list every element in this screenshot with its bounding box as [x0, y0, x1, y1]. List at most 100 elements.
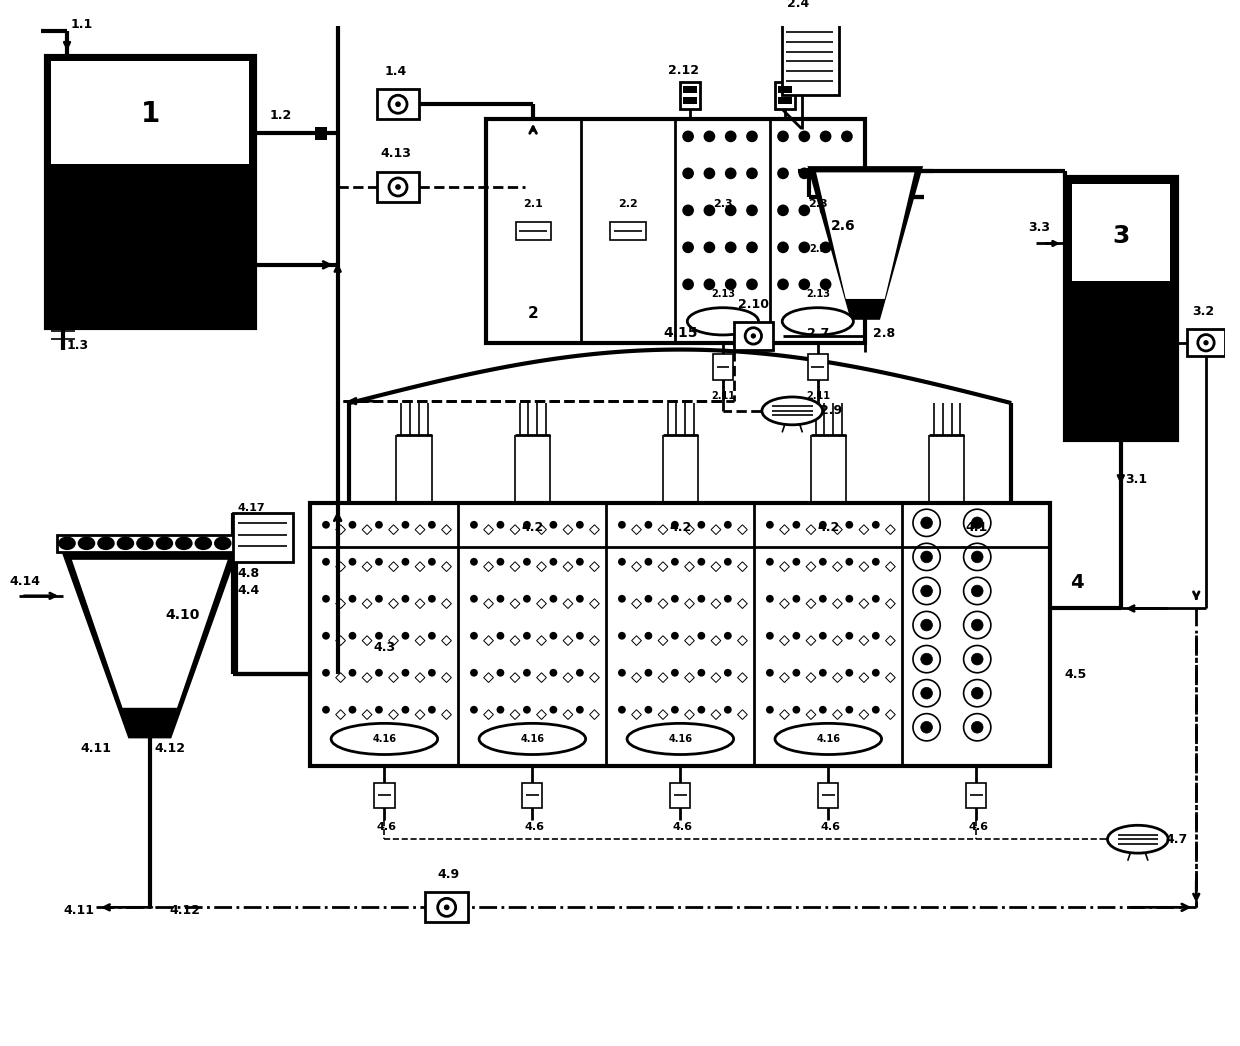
Ellipse shape — [78, 537, 95, 550]
Circle shape — [374, 668, 383, 677]
Bar — [310, 503, 1050, 767]
Circle shape — [846, 521, 853, 528]
Bar — [1071, 184, 1171, 281]
Circle shape — [575, 521, 584, 528]
Circle shape — [746, 167, 758, 179]
Bar — [713, 355, 733, 380]
Circle shape — [724, 706, 732, 713]
Circle shape — [724, 595, 732, 602]
Circle shape — [496, 668, 505, 677]
Circle shape — [799, 242, 810, 253]
Circle shape — [671, 595, 678, 602]
Circle shape — [470, 595, 477, 602]
Circle shape — [820, 278, 832, 290]
Text: 2.5: 2.5 — [810, 244, 826, 254]
Circle shape — [470, 706, 477, 713]
Bar — [57, 535, 242, 552]
Circle shape — [671, 632, 678, 640]
Circle shape — [841, 167, 853, 179]
Circle shape — [618, 706, 626, 713]
Circle shape — [374, 632, 383, 640]
Polygon shape — [816, 173, 914, 299]
Circle shape — [971, 654, 983, 665]
Bar — [779, 86, 792, 92]
Circle shape — [322, 668, 330, 677]
Text: 4.5: 4.5 — [1065, 667, 1087, 681]
Bar — [46, 55, 255, 328]
Circle shape — [374, 706, 383, 713]
Circle shape — [523, 521, 531, 528]
Text: 1: 1 — [140, 100, 160, 128]
Text: 4.3: 4.3 — [373, 641, 396, 655]
Circle shape — [523, 668, 531, 677]
Circle shape — [724, 632, 732, 640]
Circle shape — [820, 167, 832, 179]
Bar — [818, 782, 838, 809]
Circle shape — [818, 558, 827, 566]
Circle shape — [746, 131, 758, 142]
Circle shape — [396, 103, 401, 107]
Text: 4.6: 4.6 — [672, 821, 692, 832]
Bar — [779, 97, 792, 105]
Text: 4.14: 4.14 — [10, 574, 41, 588]
Circle shape — [402, 595, 409, 602]
Text: 3.2: 3.2 — [1193, 305, 1214, 318]
Ellipse shape — [117, 537, 134, 550]
Text: 4.2: 4.2 — [817, 521, 839, 535]
Circle shape — [725, 242, 737, 253]
Circle shape — [971, 687, 983, 699]
Circle shape — [645, 595, 652, 602]
Circle shape — [746, 278, 758, 290]
Circle shape — [402, 706, 409, 713]
Circle shape — [645, 632, 652, 640]
Bar — [683, 86, 697, 92]
Circle shape — [470, 558, 477, 566]
Circle shape — [402, 668, 409, 677]
Text: 2.9: 2.9 — [820, 405, 842, 417]
Circle shape — [671, 706, 678, 713]
Circle shape — [792, 668, 800, 677]
Circle shape — [792, 706, 800, 713]
Circle shape — [523, 706, 531, 713]
Circle shape — [402, 632, 409, 640]
Circle shape — [645, 706, 652, 713]
Circle shape — [971, 722, 983, 733]
Text: 2.3: 2.3 — [713, 199, 733, 209]
Text: 2.11: 2.11 — [712, 391, 735, 402]
Circle shape — [618, 668, 626, 677]
Circle shape — [496, 632, 505, 640]
Circle shape — [818, 706, 827, 713]
Text: 4.6: 4.6 — [821, 821, 841, 832]
Bar — [775, 82, 795, 109]
Text: 2.7: 2.7 — [807, 326, 830, 340]
Circle shape — [549, 521, 557, 528]
Circle shape — [703, 131, 715, 142]
Bar — [516, 222, 551, 240]
Circle shape — [725, 278, 737, 290]
Circle shape — [496, 558, 505, 566]
Polygon shape — [810, 167, 921, 318]
Circle shape — [777, 278, 789, 290]
Circle shape — [971, 551, 983, 563]
Circle shape — [575, 668, 584, 677]
Circle shape — [496, 521, 505, 528]
Circle shape — [921, 517, 932, 528]
Circle shape — [841, 278, 853, 290]
Bar — [522, 782, 542, 809]
Bar — [425, 892, 469, 923]
Text: 4.16: 4.16 — [668, 734, 692, 744]
Circle shape — [703, 167, 715, 179]
Text: 2.3: 2.3 — [808, 199, 827, 209]
Text: 2.8: 2.8 — [873, 326, 895, 340]
Text: 3.3: 3.3 — [1028, 222, 1050, 234]
Circle shape — [971, 517, 983, 528]
Bar — [683, 97, 697, 105]
Circle shape — [348, 632, 356, 640]
Text: 2.13: 2.13 — [711, 289, 735, 299]
Text: 4.12: 4.12 — [155, 743, 186, 755]
Circle shape — [818, 632, 827, 640]
Text: 4.16: 4.16 — [521, 734, 544, 744]
Circle shape — [374, 595, 383, 602]
Circle shape — [751, 334, 755, 338]
Circle shape — [724, 521, 732, 528]
